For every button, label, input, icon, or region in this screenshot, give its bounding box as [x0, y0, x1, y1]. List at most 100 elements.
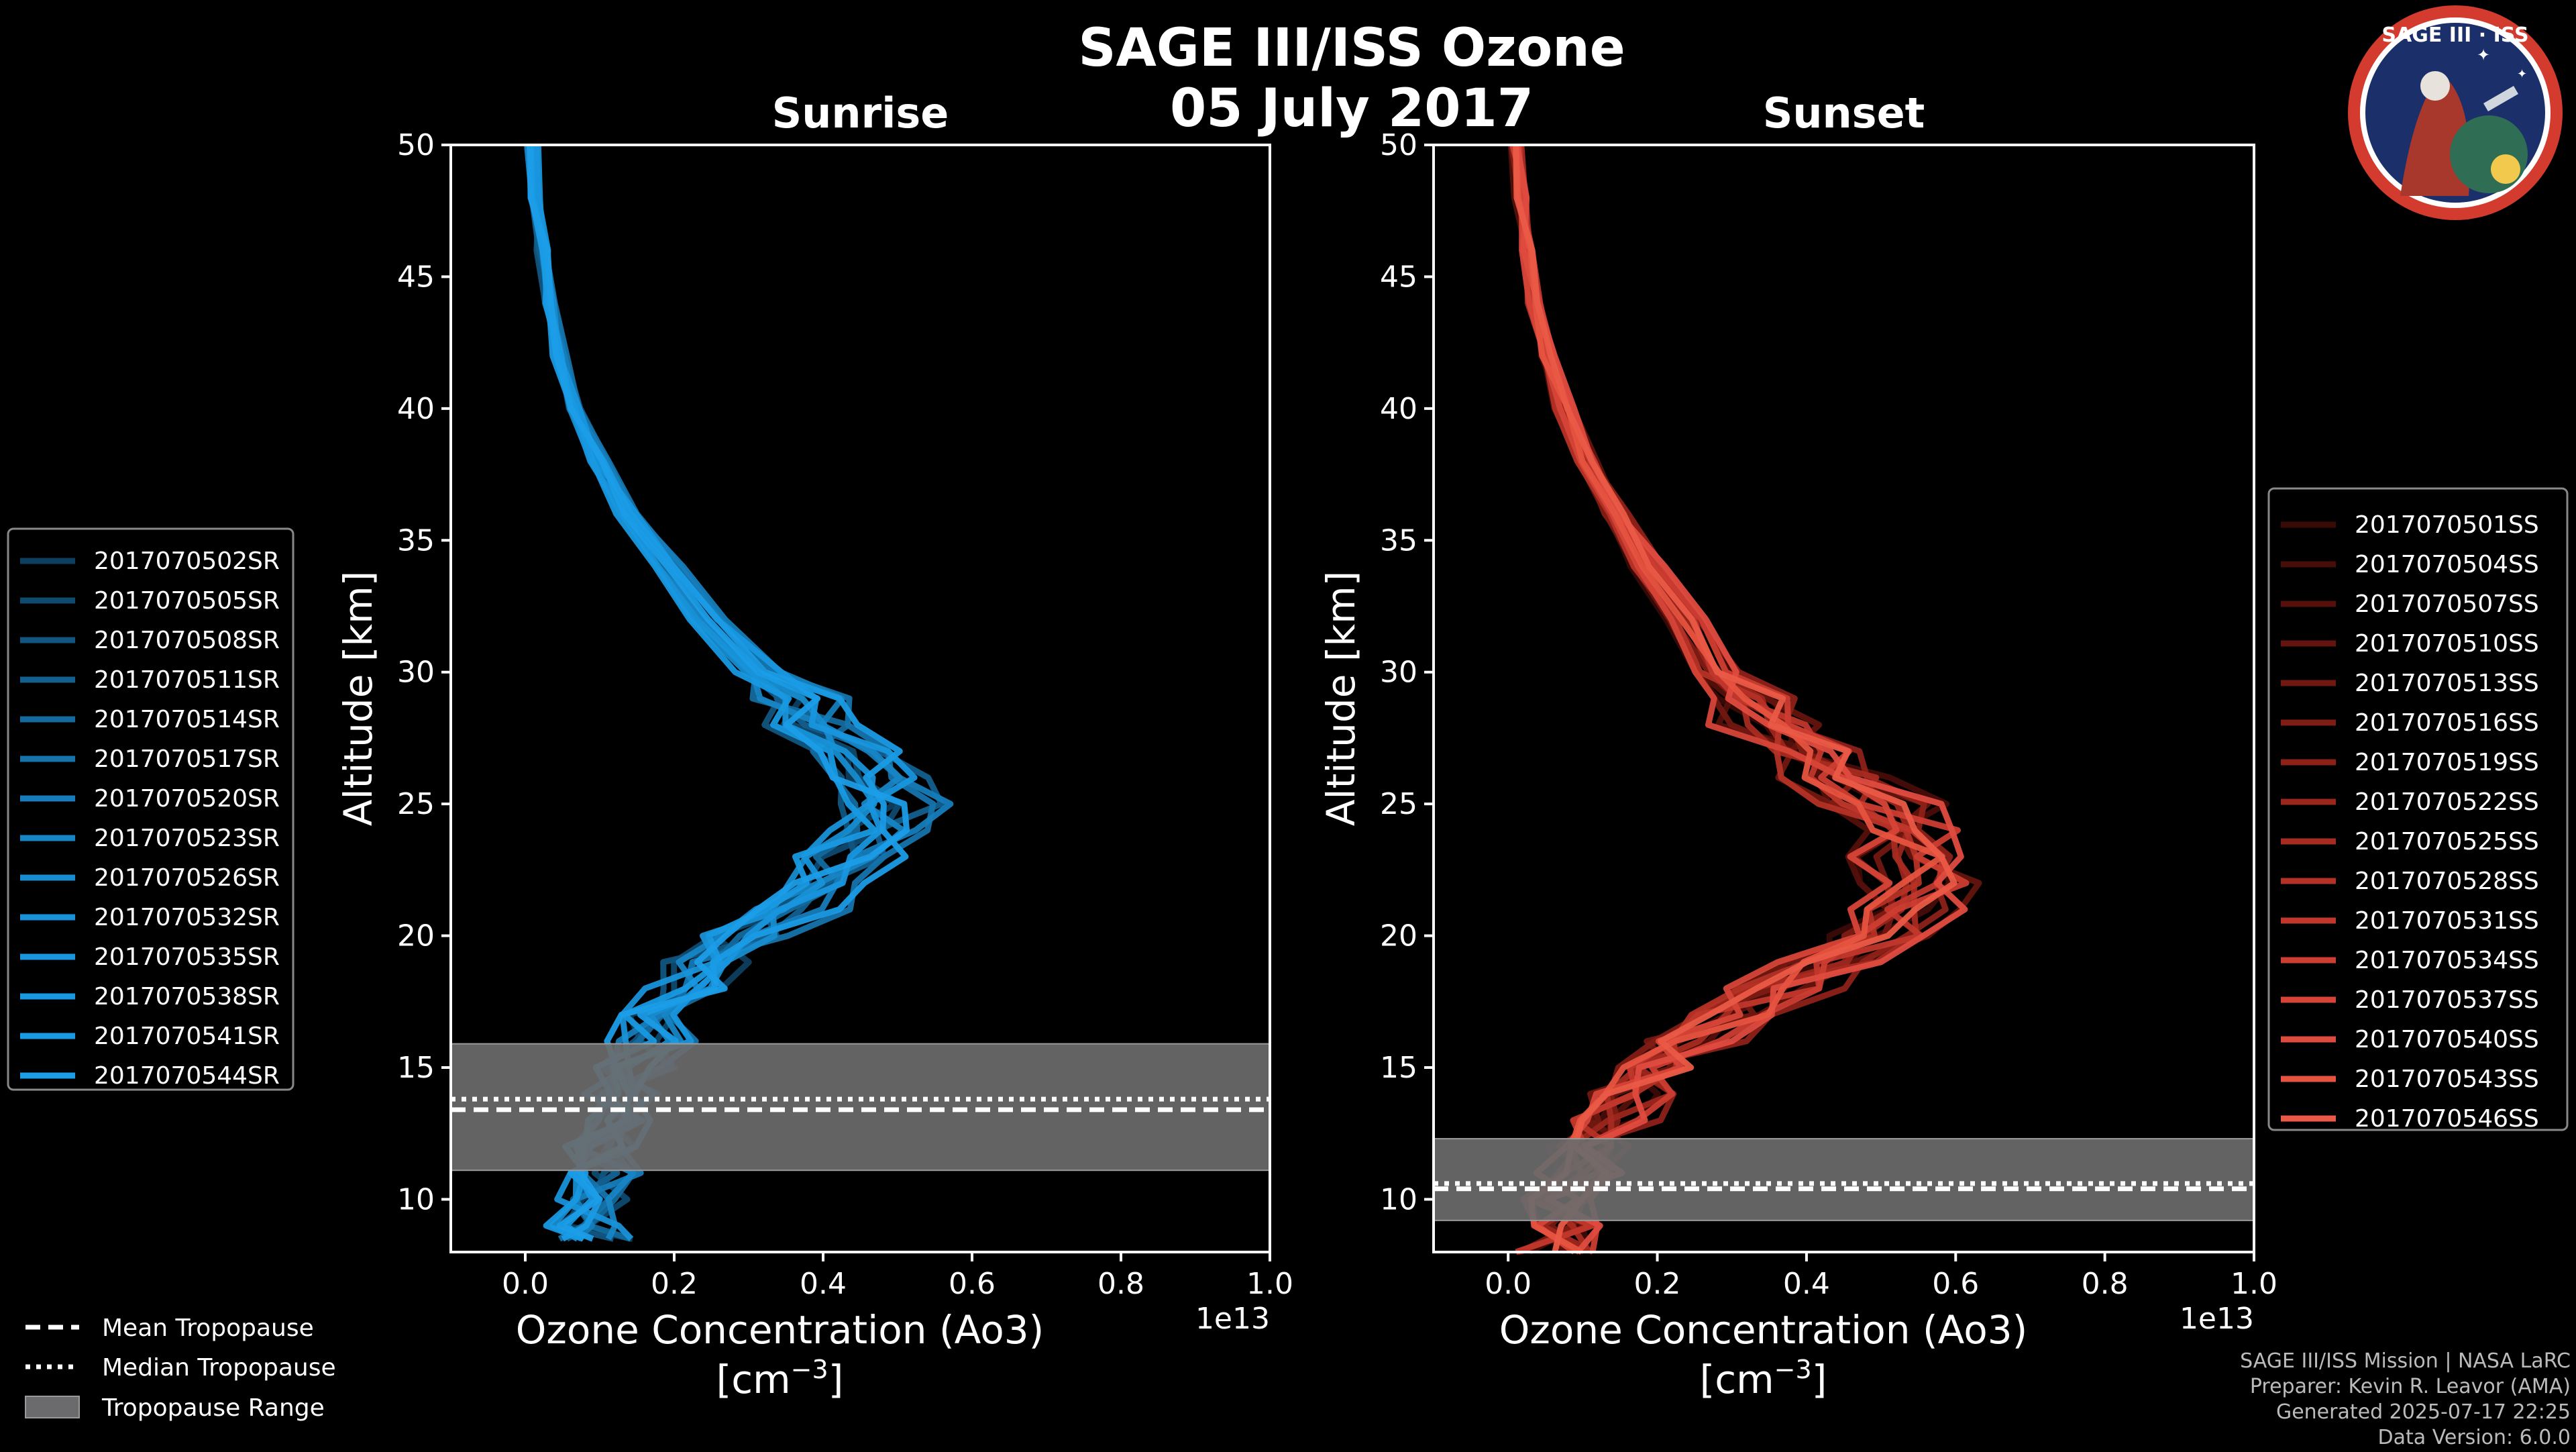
sunset-x-axis-label: Ozone Concentration (Ao3)	[1499, 1307, 2028, 1353]
sunrise-tropopause-range	[450, 1043, 1271, 1172]
sunrise-x-tick-label: 0.8	[1097, 1267, 1144, 1301]
logo-earth-icon	[2450, 115, 2528, 193]
sunset-legend-label: 2017070519SS	[2355, 749, 2539, 776]
tropopause-range-label: Tropopause Range	[101, 1394, 325, 1422]
sunset-y-tick-label: 40	[1380, 392, 1417, 426]
sunrise-legend-label: 2017070541SR	[94, 1023, 280, 1050]
sunrise-legend-label: 2017070544SR	[94, 1062, 280, 1090]
credit-line: Data Version: 6.0.0	[2378, 1426, 2571, 1449]
sunrise-legend-label: 2017070505SR	[94, 587, 280, 615]
sunset-legend-label: 2017070522SS	[2355, 788, 2539, 816]
sunset-legend-label: 2017070531SS	[2355, 907, 2539, 935]
sunrise-legend-label: 2017070535SR	[94, 943, 280, 971]
logo-star-icon: ✦	[2517, 67, 2527, 81]
sunset-legend-label: 2017070546SS	[2355, 1105, 2539, 1133]
sunset-axes-frame	[1432, 144, 2255, 1253]
sunrise-y-tick-label: 10	[397, 1182, 435, 1216]
sunset-y-axis-label: Altitude [km]	[1318, 571, 1364, 826]
sunset-series-line	[1513, 144, 1968, 1254]
sunrise-x-axis-unit: [cm−3]	[716, 1355, 844, 1402]
sunrise-legend-label: 2017070520SR	[94, 785, 280, 813]
sunset-x-tick-label: 1.0	[2231, 1267, 2277, 1301]
sunrise-y-tick-label: 25	[397, 787, 435, 821]
sunset-legend-label: 2017070534SS	[2355, 947, 2539, 974]
sunrise-y-tick-label: 15	[397, 1051, 435, 1085]
sunrise-legend-label: 2017070508SR	[94, 627, 280, 654]
sunset-legend-label: 2017070525SS	[2355, 828, 2539, 855]
sunrise-x-axis-label: Ozone Concentration (Ao3)	[516, 1307, 1044, 1353]
sunrise-legend-label: 2017070532SR	[94, 904, 280, 931]
sunset-x-tick-label: 0.4	[1783, 1267, 1830, 1301]
sunrise-legend: 2017070502SR 2017070505SR 2017070508SR 2017…	[7, 527, 294, 1091]
credit-line: Generated 2025-07-17 22:25	[2276, 1400, 2571, 1424]
sunset-legend-label: 2017070510SS	[2355, 630, 2539, 658]
sunset-y-tick-label: 35	[1380, 523, 1417, 558]
sunrise-legend-label: 2017070538SR	[94, 983, 280, 1010]
credits: SAGE III/ISS Mission | NASA LaRC Prepare…	[2240, 1349, 2571, 1449]
sunrise-y-tick-label: 30	[397, 656, 435, 690]
logo-star-icon: ✦	[2477, 46, 2490, 64]
tropopause-range-swatch	[25, 1396, 80, 1418]
sunset-x-tick-label: 0.0	[1485, 1267, 1532, 1301]
sunset-y-tick-label: 50	[1380, 128, 1417, 162]
sunset-legend-label: 2017070501SS	[2355, 511, 2539, 539]
sunrise-x-tick-label: 0.4	[800, 1267, 847, 1301]
median-tropopause-label: Median Tropopause	[102, 1354, 336, 1382]
logo-label: SAGE III · ISS	[2381, 23, 2528, 47]
sunrise-legend-label: 2017070511SR	[94, 666, 280, 694]
sunrise-legend-label: 2017070523SR	[94, 825, 280, 852]
credit-line: Preparer: Kevin R. Leavor (AMA)	[2250, 1375, 2571, 1398]
sunset-legend-label: 2017070507SS	[2355, 590, 2539, 618]
logo-sun-icon	[2491, 154, 2520, 184]
sunset-legend-label: 2017070543SS	[2355, 1066, 2539, 1093]
sunset-x-tick-label: 0.2	[1634, 1267, 1681, 1301]
sunset-panel: 0.0 0.2 0.4 0.6 0.8 1.0 10 15 20 25 30 35 40 45 50 Sun…	[1318, 89, 2277, 1402]
sunrise-y-tick-label: 20	[397, 919, 435, 953]
sunrise-tropopause-layer	[450, 1043, 1271, 1172]
sunset-y-tick-label: 45	[1380, 260, 1417, 294]
sunrise-legend-label: 2017070517SR	[94, 745, 280, 773]
sunset-y-tick-label: 20	[1380, 919, 1417, 953]
sunset-legend-label: 2017070516SS	[2355, 709, 2539, 737]
sunrise-y-tick-label: 45	[397, 260, 435, 294]
sunset-panel-title: Sunset	[1763, 89, 1925, 138]
sunrise-x-tick-label: 0.2	[651, 1267, 698, 1301]
sunset-x-axis-unit: [cm−3]	[1700, 1355, 1827, 1402]
sunrise-panel: 0.0 0.2 0.4 0.6 0.8 1.0 10 15 20 25 30 35 40 45 50 Sun…	[335, 89, 1293, 1402]
sunset-legend-label: 2017070513SS	[2355, 670, 2539, 697]
sunrise-y-tick-label: 50	[397, 128, 435, 162]
sunset-legend-label: 2017070504SS	[2355, 551, 2539, 578]
sunset-legend-label: 2017070537SS	[2355, 986, 2539, 1014]
mean-tropopause-label: Mean Tropopause	[102, 1314, 314, 1342]
sunset-legend-box	[2267, 487, 2569, 1131]
sunset-x-offset-label: 1e13	[2180, 1302, 2254, 1336]
sunset-tropopause-layer	[1433, 1138, 2255, 1221]
sunset-tropopause-range	[1433, 1138, 2255, 1221]
logo-iss-icon	[2483, 85, 2519, 112]
sage-iii-iss-logo: SAGE III · ISS ✦ ✦	[2348, 5, 2563, 220]
sunrise-legend-label: 2017070502SR	[94, 548, 280, 575]
sunrise-ticks: 0.0 0.2 0.4 0.6 0.8 1.0 10 15 20 25 30 35 40 45 50	[397, 128, 1293, 1301]
sunset-series-layer	[1507, 144, 1982, 1255]
sunrise-y-tick-label: 35	[397, 523, 435, 558]
sunset-series-line	[1513, 144, 1957, 1253]
sunset-ticks: 0.0 0.2 0.4 0.6 0.8 1.0 10 15 20 25 30 35 40 45 50	[1380, 128, 2277, 1301]
sunset-y-tick-label: 10	[1380, 1182, 1417, 1216]
sunrise-x-tick-label: 1.0	[1246, 1267, 1293, 1301]
sunset-x-tick-label: 0.6	[1932, 1267, 1979, 1301]
logo-figure-head	[2420, 71, 2450, 101]
sunrise-x-tick-label: 0.6	[949, 1267, 996, 1301]
sunset-legend: 2017070501SS 2017070504SS 2017070507SS 2017…	[2267, 487, 2569, 1133]
credit-line: SAGE III/ISS Mission | NASA LaRC	[2240, 1349, 2571, 1373]
sunset-legend-label: 2017070528SS	[2355, 868, 2539, 895]
sunset-y-tick-label: 25	[1380, 787, 1417, 821]
figure-title: SAGE III/ISS Ozone	[1078, 18, 1625, 79]
sunrise-axes-frame	[449, 144, 1271, 1253]
tropopause-legend: Mean Tropopause Median Tropopause Tropop…	[25, 1314, 336, 1422]
sunrise-panel-title: Sunrise	[772, 89, 949, 138]
sunrise-legend-box	[7, 527, 294, 1091]
sunrise-legend-label: 2017070514SR	[94, 706, 280, 733]
sunset-legend-label: 2017070540SS	[2355, 1026, 2539, 1053]
sunset-x-tick-label: 0.8	[2082, 1267, 2129, 1301]
